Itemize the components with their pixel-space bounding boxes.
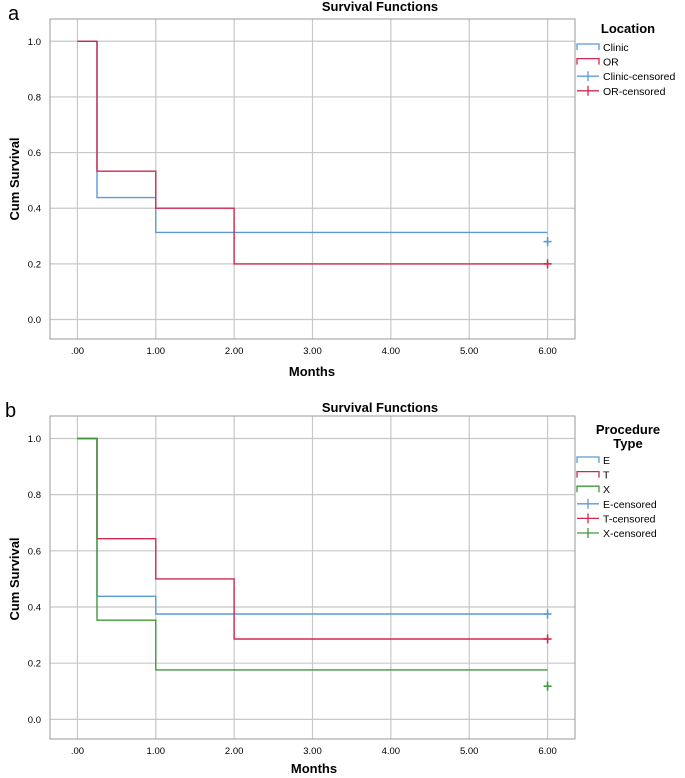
legend-swatch <box>576 456 600 463</box>
x-tick-label: 5.00 <box>460 746 479 757</box>
y-tick-label: 1.0 <box>28 37 41 48</box>
chart-title: Survival Functions <box>322 400 438 415</box>
y-axis-label: Cum Survival <box>7 137 22 220</box>
x-tick-label: 6.00 <box>538 346 557 357</box>
legend-swatch <box>576 43 600 50</box>
panel-label: b <box>5 400 16 422</box>
y-tick-label: 0.4 <box>28 204 41 215</box>
axis-ticks: .00 1.00 2.00 3.00 4.00 5.00 6.00 0.0 0.2 0.4 0.6 0… <box>28 434 557 757</box>
x-tick-label: 4.00 <box>382 746 401 757</box>
x-tick-label: 3.00 <box>303 746 322 757</box>
legend-label: E-censored <box>603 499 657 511</box>
y-tick-label: 1.0 <box>28 434 41 445</box>
legend-swatch <box>576 470 600 478</box>
censor-mark-or <box>543 259 552 269</box>
y-tick-label: 0.2 <box>28 259 41 270</box>
legend-label: T-censored <box>603 513 656 525</box>
legend: Location Clinic OR Clinic-censored OR-censor… <box>576 21 676 98</box>
y-tick-label: 0.8 <box>28 490 41 501</box>
y-tick-label: 0.8 <box>28 92 41 103</box>
x-tick-label: 1.00 <box>147 746 166 757</box>
y-tick-label: 0.6 <box>28 546 41 557</box>
legend-label: T <box>603 470 610 482</box>
x-tick-label: 6.00 <box>538 746 557 757</box>
axis-ticks: .00 1.00 2.00 3.00 4.00 5.00 6.00 0.0 0.2 0.4 0.6 0… <box>28 37 557 357</box>
y-tick-label: 0.0 <box>28 715 41 726</box>
x-tick-label: .00 <box>71 346 84 357</box>
legend-title: Location <box>601 21 655 36</box>
legend-item-x: X <box>576 484 610 496</box>
x-tick-label: 5.00 <box>460 346 479 357</box>
gridlines <box>50 19 575 339</box>
legend-title: Type <box>613 436 642 451</box>
panel-label: a <box>8 3 20 25</box>
legend-label: Clinic <box>603 42 629 54</box>
legend-label: X-censored <box>603 528 657 540</box>
x-tick-label: .00 <box>71 746 84 757</box>
x-tick-label: 1.00 <box>147 346 166 357</box>
series-line-x <box>77 437 548 671</box>
y-tick-label: 0.4 <box>28 602 41 613</box>
legend-item-t-censored: T-censored <box>577 513 656 525</box>
censor-mark-x <box>543 681 552 691</box>
series-line-or <box>77 40 548 265</box>
x-tick-label: 3.00 <box>303 346 322 357</box>
legend-swatch <box>576 57 600 65</box>
survival-chart-location: a Survival Functions .00 1.00 2.00 3.00 4.00… <box>7 0 676 379</box>
x-axis-label: Months <box>291 761 337 776</box>
legend-item-clinic: Clinic <box>576 42 629 54</box>
y-tick-label: 0.6 <box>28 148 41 159</box>
legend-label: E <box>603 455 610 467</box>
legend-swatch <box>576 485 600 493</box>
y-axis-label: Cum Survival <box>7 537 22 620</box>
chart-title: Survival Functions <box>322 0 438 14</box>
legend-item-or-censored: OR-censored <box>577 85 666 98</box>
plot-frame <box>49 415 576 740</box>
plot-frame <box>49 18 576 340</box>
survival-curves <box>77 437 552 691</box>
x-tick-label: 2.00 <box>225 346 244 357</box>
legend-label: OR <box>603 57 619 69</box>
legend-label: Clinic-censored <box>603 71 676 83</box>
y-tick-label: 0.2 <box>28 659 41 670</box>
legend-item-t: T <box>576 470 610 482</box>
legend-item-clinic-censored: Clinic-censored <box>577 71 676 83</box>
survival-curves <box>77 40 552 269</box>
legend-title: Procedure <box>596 422 660 437</box>
legend-item-x-censored: X-censored <box>577 528 657 540</box>
gridlines <box>50 416 575 739</box>
x-tick-label: 4.00 <box>382 346 401 357</box>
censor-mark-t <box>543 634 552 644</box>
legend-item-or: OR <box>576 57 619 69</box>
censor-mark-e <box>543 609 552 619</box>
legend-label: OR-censored <box>603 86 666 98</box>
x-axis-label: Months <box>289 364 335 379</box>
legend-item-e-censored: E-censored <box>577 499 657 511</box>
legend-item-e: E <box>576 455 610 467</box>
legend-label: X <box>603 484 610 496</box>
y-tick-label: 0.0 <box>28 315 41 326</box>
x-tick-label: 2.00 <box>225 746 244 757</box>
censor-mark-clinic <box>543 237 552 247</box>
survival-chart-procedure-type: b Survival Functions .00 1.00 2.00 3.00 4.00… <box>5 400 660 776</box>
